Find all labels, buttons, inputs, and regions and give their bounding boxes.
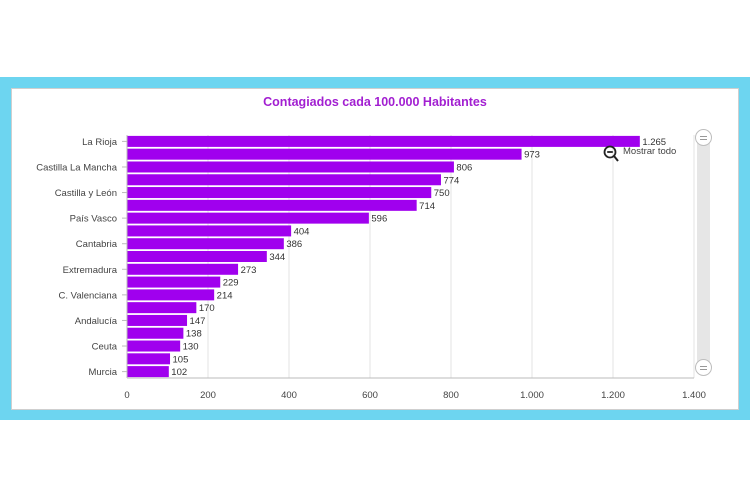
zoom-out-icon: [603, 145, 619, 162]
x-tick-label: 0: [124, 390, 129, 401]
category-label: C. Valenciana: [59, 290, 118, 301]
chart-title: Contagiados cada 100.000 Habitantes: [263, 95, 487, 109]
bar-value-label: 973: [524, 150, 540, 161]
bar[interactable]: [127, 161, 454, 173]
bar[interactable]: [127, 174, 441, 186]
scrollbar-bottom-grip[interactable]: [695, 359, 712, 376]
category-label: Castilla y León: [55, 188, 117, 199]
bar-value-label: 214: [217, 290, 233, 301]
bar[interactable]: [127, 327, 184, 339]
bar[interactable]: [127, 302, 197, 314]
category-label: La Rioja: [82, 137, 118, 148]
bar[interactable]: [127, 148, 522, 160]
reset-zoom-button[interactable]: Mostrar todo: [603, 145, 676, 163]
x-tick-label: 600: [362, 390, 378, 401]
bar-value-label: 714: [419, 201, 435, 212]
bar[interactable]: [127, 251, 267, 262]
bar[interactable]: [127, 225, 292, 237]
scrollbar-top-grip[interactable]: [695, 129, 712, 146]
bar-value-label: 806: [456, 162, 472, 173]
category-label: Ceuta: [92, 342, 118, 353]
bar[interactable]: [127, 238, 284, 250]
bar[interactable]: [127, 353, 171, 365]
bar-value-label: 138: [186, 329, 202, 340]
vertical-scrollbar[interactable]: [697, 131, 710, 374]
bar-value-label: 404: [294, 226, 310, 237]
bar-value-label: 105: [173, 354, 189, 365]
reset-zoom-label: Mostrar todo: [623, 145, 677, 157]
bar[interactable]: [127, 212, 369, 224]
bar-value-label: 229: [223, 278, 239, 289]
bar-value-label: 273: [241, 265, 257, 276]
bar-value-label: 344: [269, 252, 285, 263]
bar-value-label: 596: [371, 214, 387, 225]
x-tick-label: 200: [200, 390, 216, 401]
axes: 0 200 400 600 800 1.000 1.200 1.400 La Rioja Cast…: [36, 135, 706, 401]
bar[interactable]: [127, 289, 215, 301]
category-label: Andalucía: [75, 316, 118, 327]
x-tick-label: 1.400: [682, 390, 706, 401]
bar[interactable]: [127, 366, 169, 378]
bar-value-label: 750: [434, 188, 450, 199]
category-label: Extremadura: [63, 265, 118, 276]
bar-value-label: 147: [190, 316, 206, 327]
x-tick-label: 400: [281, 390, 297, 401]
x-tick-label: 800: [443, 390, 459, 401]
category-label: Murcia: [88, 367, 117, 378]
bar-value-label: 386: [286, 239, 302, 250]
category-label: Castilla La Mancha: [36, 162, 118, 173]
category-label: País Vasco: [70, 214, 117, 225]
x-tick-label: 1.200: [601, 390, 625, 401]
bar[interactable]: [127, 135, 640, 147]
category-label: Cantabria: [76, 239, 118, 250]
bar-value-label: 1.265: [642, 137, 666, 148]
x-tick-label: 1.000: [520, 390, 544, 401]
bar[interactable]: [127, 340, 181, 352]
bar-value-label: 170: [199, 303, 215, 314]
bar[interactable]: [127, 276, 221, 288]
bar[interactable]: [127, 263, 239, 275]
bar[interactable]: [127, 187, 432, 199]
bar-value-label: 774: [443, 175, 459, 186]
bar-value-label: 102: [171, 367, 187, 378]
bar[interactable]: [127, 199, 417, 211]
bar-value-label: 130: [183, 342, 199, 353]
bar[interactable]: [127, 314, 188, 326]
